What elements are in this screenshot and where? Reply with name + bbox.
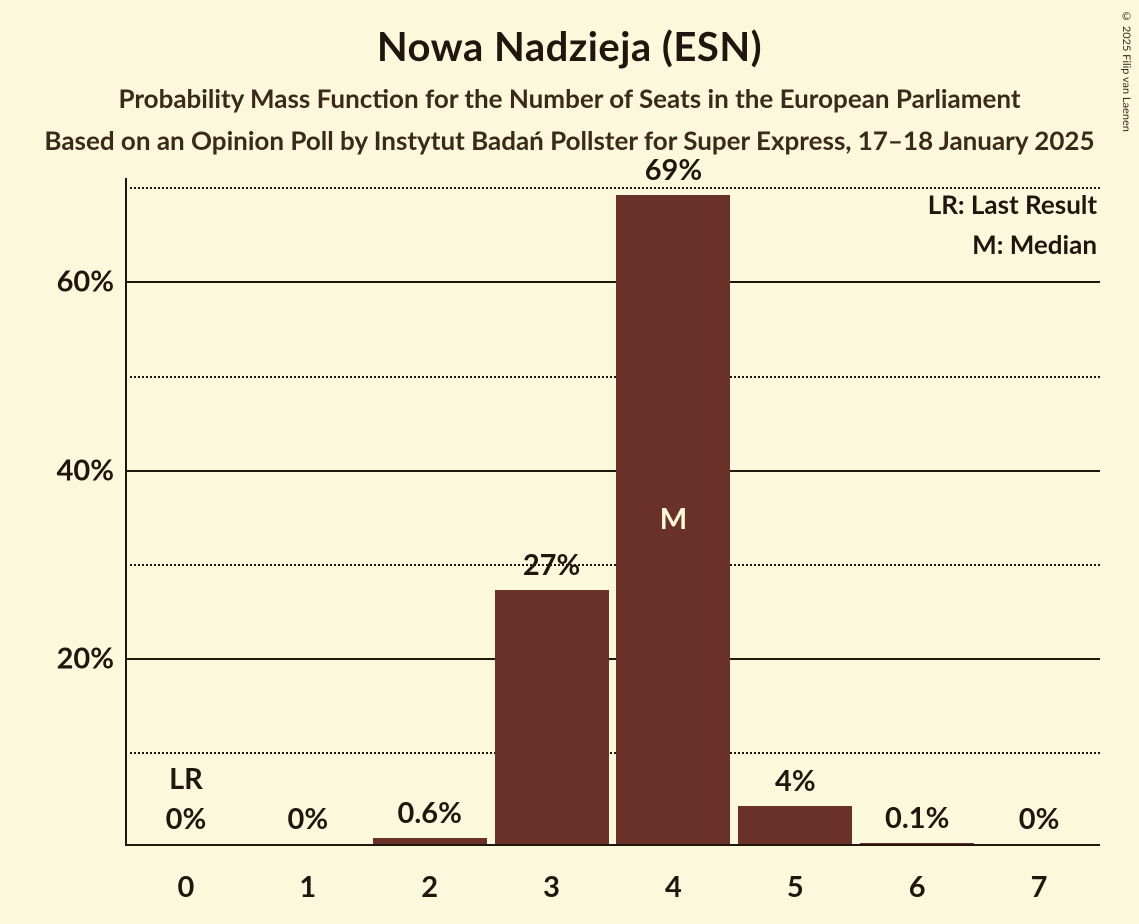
copyright-text: © 2025 Filip van Laenen <box>1120 10 1133 132</box>
bar-value-label: 4% <box>775 763 816 798</box>
y-tick-label: 60% <box>57 264 114 299</box>
x-tick-label: 4 <box>665 869 682 904</box>
x-tick-label: 0 <box>178 869 195 904</box>
legend-m: M: Median <box>972 228 1097 260</box>
x-axis-line <box>125 844 1100 846</box>
y-axis-line <box>125 178 127 846</box>
x-tick-label: 1 <box>299 869 316 904</box>
x-tick-label: 6 <box>909 869 926 904</box>
grid-major <box>125 658 1100 660</box>
bar <box>373 838 487 844</box>
bar <box>860 843 974 844</box>
x-tick-label: 7 <box>1031 869 1048 904</box>
bar-value-label: 69% <box>645 152 702 187</box>
grid-major <box>125 281 1100 283</box>
bar-value-label: 0.1% <box>885 800 949 835</box>
grid-minor <box>125 376 1100 378</box>
bar-value-label: 27% <box>523 547 580 582</box>
x-tick-label: 5 <box>787 869 804 904</box>
x-tick-label: 3 <box>543 869 560 904</box>
grid-minor <box>125 564 1100 566</box>
chart-title: Nowa Nadzieja (ESN) <box>0 0 1139 70</box>
y-tick-label: 40% <box>57 452 114 487</box>
y-tick-label: 20% <box>57 640 114 675</box>
median-annotation: M <box>660 501 687 536</box>
lr-annotation: LR <box>169 761 203 796</box>
chart-subtitle-1: Probability Mass Function for the Number… <box>0 70 1139 114</box>
legend-lr: LR: Last Result <box>928 188 1097 220</box>
bar <box>495 590 609 844</box>
chart-subtitle-2: Based on an Opinion Poll by Instytut Bad… <box>0 114 1139 156</box>
grid-major <box>125 470 1100 472</box>
bar-value-label: 0% <box>288 801 329 836</box>
bar-value-label: 0.6% <box>398 795 462 830</box>
bar-value-label: 0% <box>1019 801 1060 836</box>
x-tick-label: 2 <box>421 869 438 904</box>
plot-area: 0%LR0%0.6%27%69%M4%0.1%0% <box>125 178 1100 846</box>
bar <box>738 806 852 844</box>
grid-minor <box>125 752 1100 754</box>
bar-value-label: 0% <box>166 801 207 836</box>
